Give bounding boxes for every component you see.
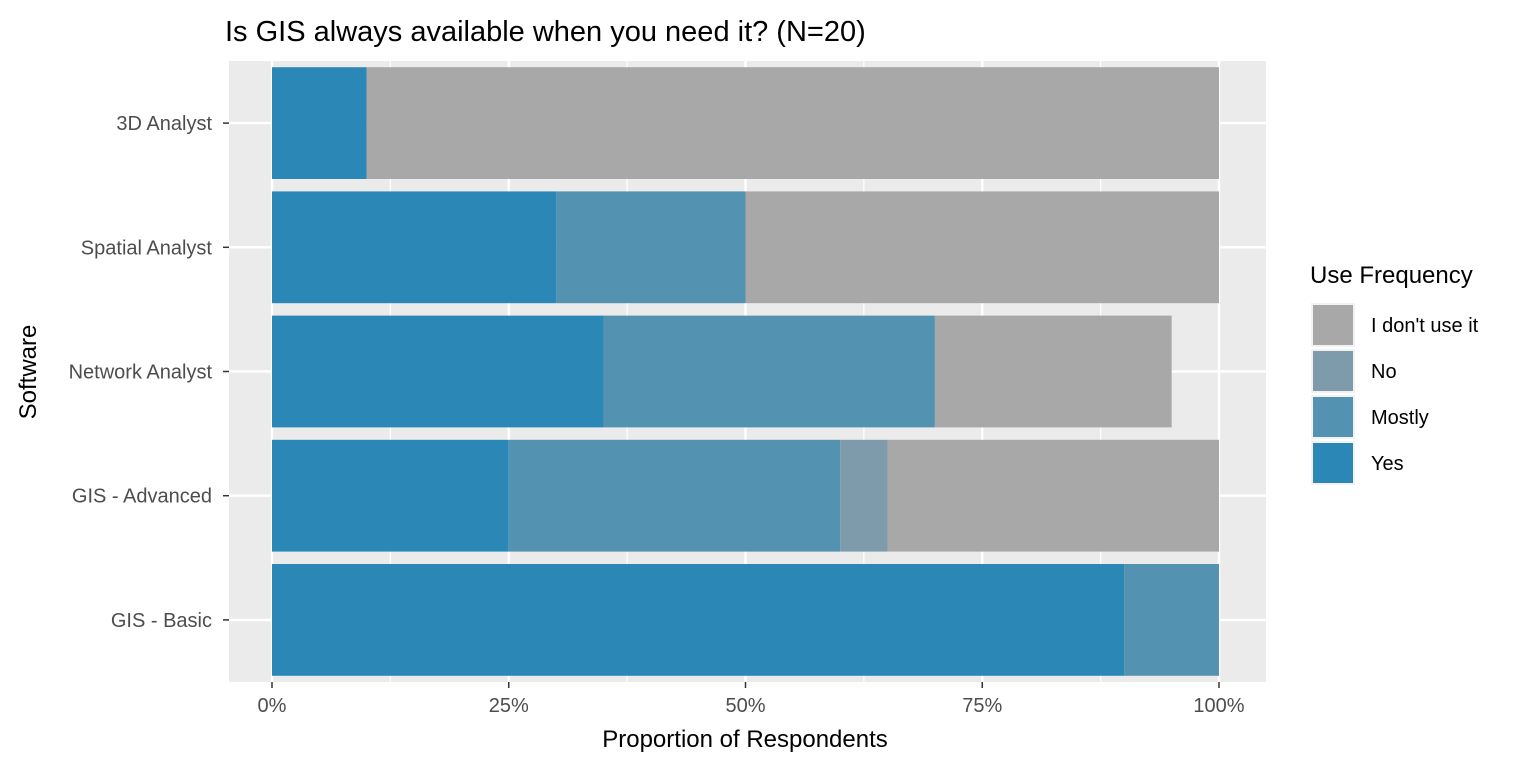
legend-title: Use Frequency [1310,262,1473,289]
y-tick-label: GIS - Basic [111,610,212,632]
bar-segment [272,439,509,552]
legend-label: I don't use it [1371,315,1479,337]
x-tick-label: 75% [962,695,1002,717]
bar-segment [272,315,604,428]
bar-segment [366,67,1219,179]
legend-swatch [1313,397,1353,437]
legend-label: Mostly [1371,407,1429,429]
legend-swatch [1313,351,1353,391]
bar-segment [272,564,1125,676]
y-axis-title: Software [15,325,42,420]
bar-segment [603,315,935,428]
y-tick-label: 3D Analyst [116,113,212,135]
bar-segment [556,191,746,304]
bar-segment [745,191,1219,304]
bar-segment [887,439,1219,552]
legend-swatch [1313,443,1353,483]
bar-segment [272,191,557,304]
bar-segment [1124,564,1219,676]
chart-title: Is GIS always available when you need it… [225,16,866,48]
legend: I don't use it No Mostly Yes [1311,303,1479,485]
x-axis-title: Proportion of Respondents [602,726,888,753]
x-tick-label: 100% [1193,695,1244,717]
axis-layer: 0% 25% 50% 75% 100% 3D Analyst Spatial Analyst… [69,113,1245,717]
x-tick-label: 50% [725,695,765,717]
y-tick-label: Spatial Analyst [81,237,213,259]
x-tick-label: 25% [489,695,529,717]
bars-layer [272,67,1219,676]
y-tick-label: GIS - Advanced [72,486,212,508]
legend-label: No [1371,361,1397,383]
bar-segment [934,315,1172,428]
bar-segment [840,439,888,552]
legend-swatch [1313,305,1353,345]
legend-label: Yes [1371,453,1404,475]
bar-segment [272,67,367,179]
y-tick-label: Network Analyst [69,362,213,384]
x-tick-label: 0% [258,695,287,717]
bar-segment [508,439,841,552]
